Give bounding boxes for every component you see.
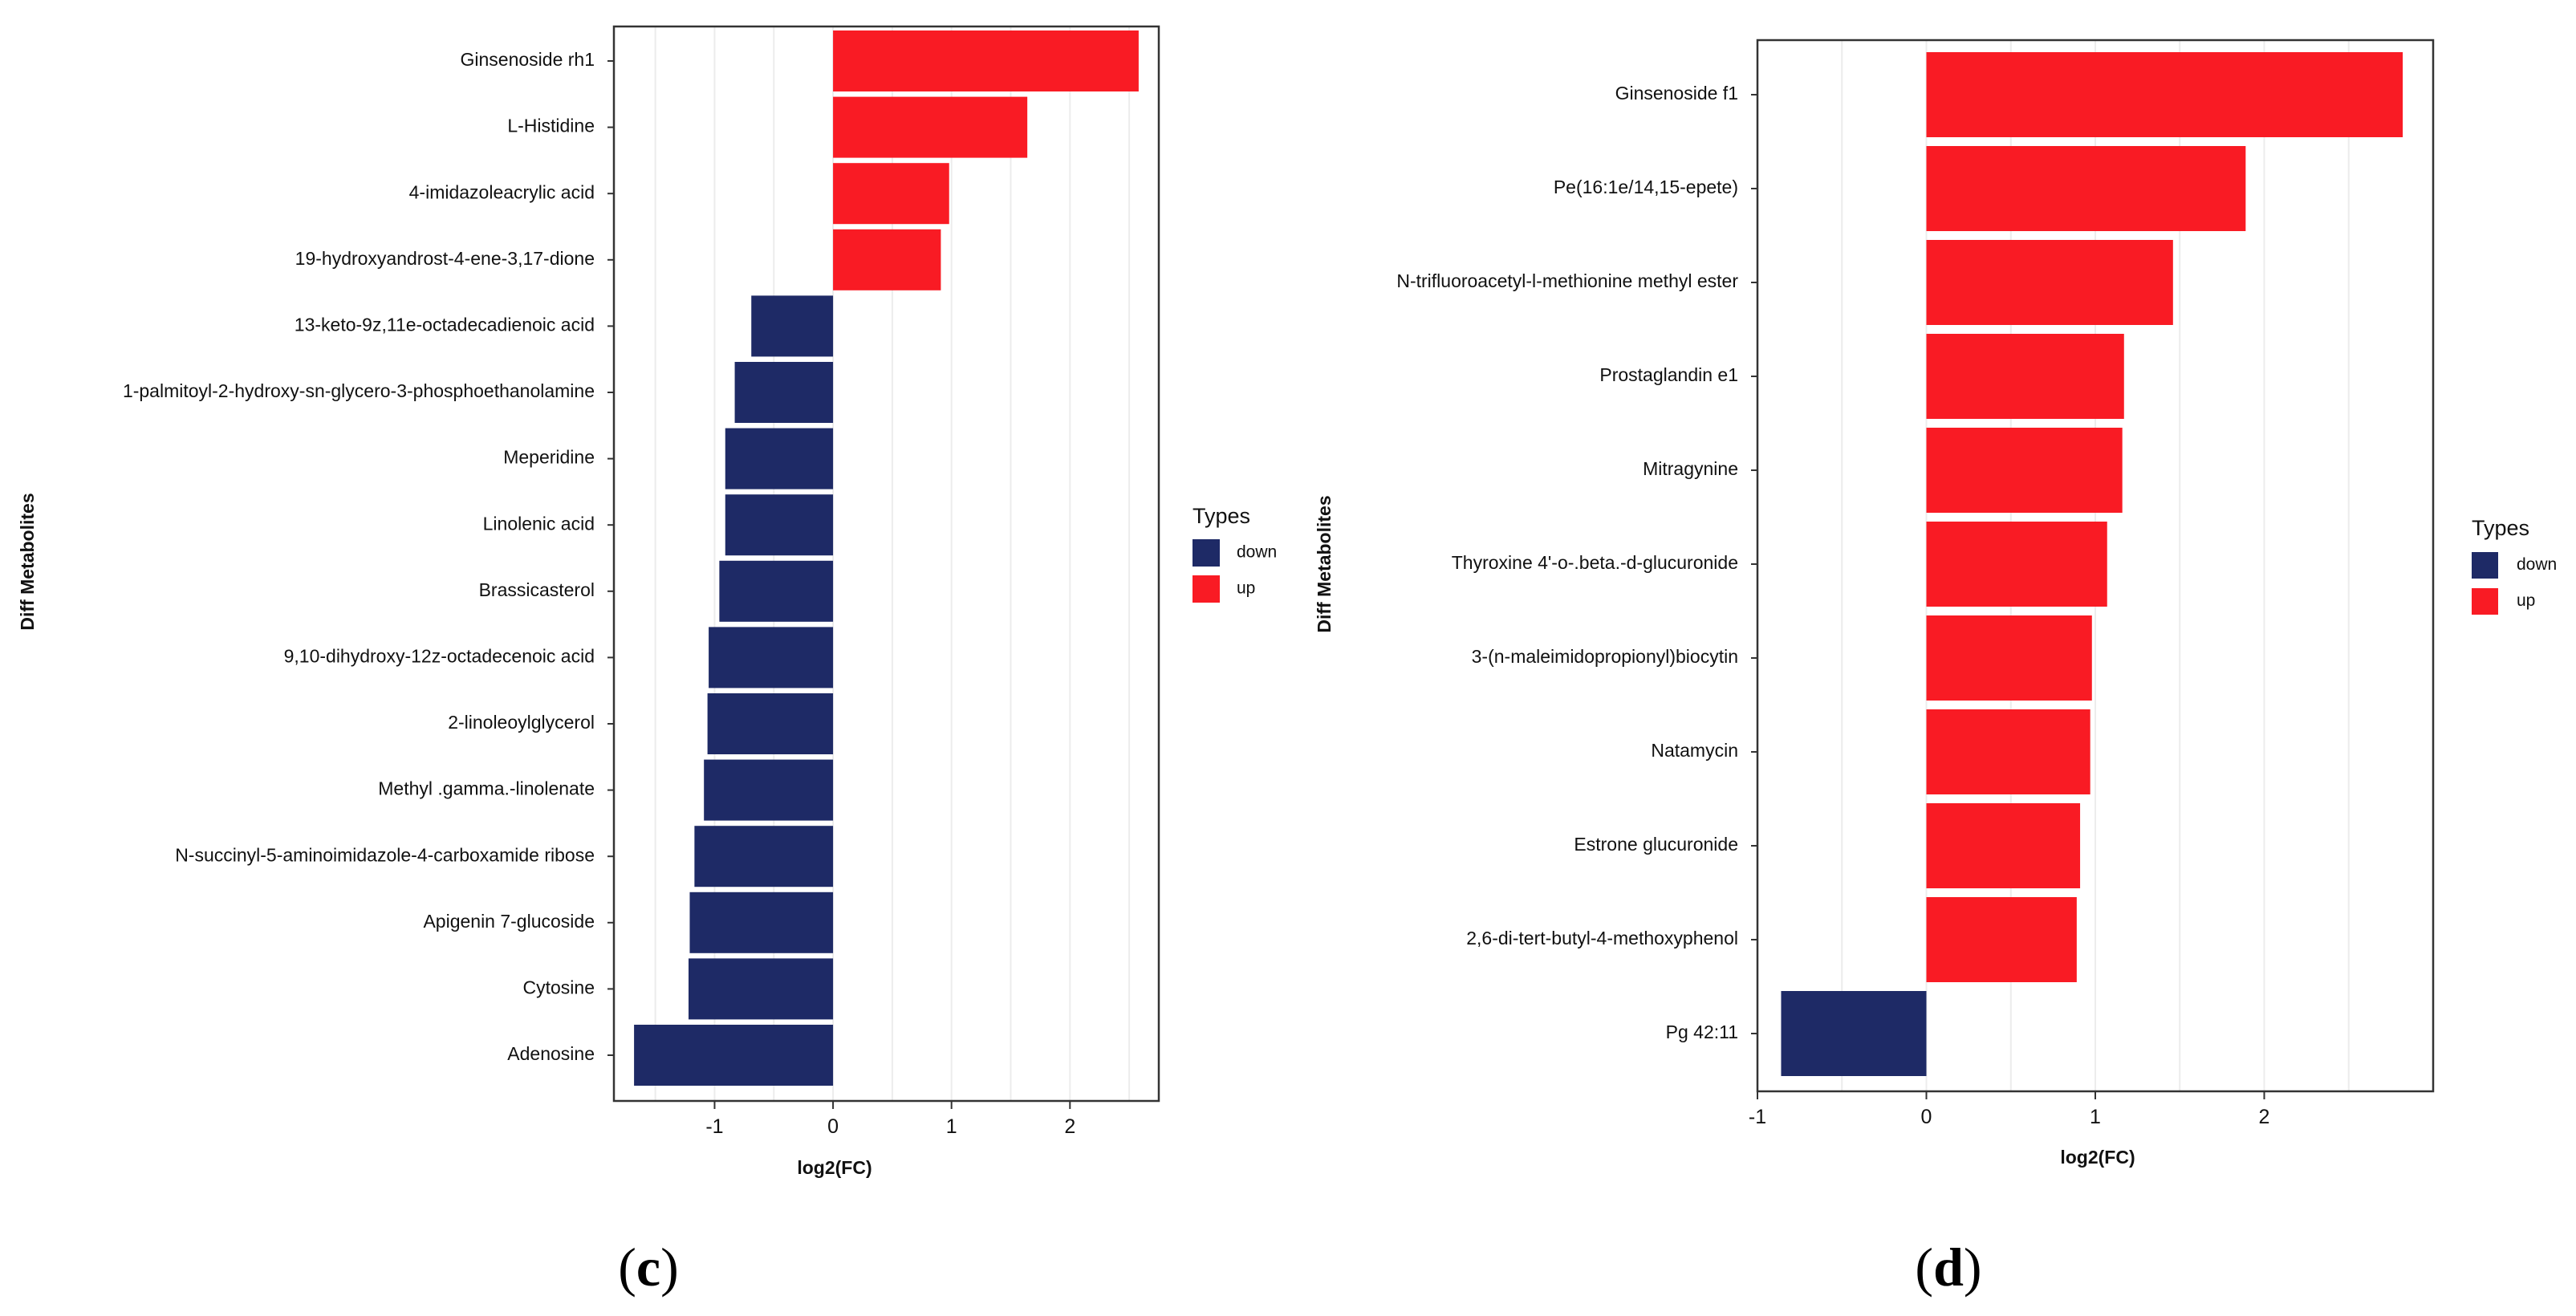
legend: Types down up [2472, 516, 2557, 615]
category-label: 13-keto-9z,11e-octadecadienoic acid [295, 314, 595, 335]
category-label: Mitragynine [1643, 458, 1738, 479]
plot-frame [612, 25, 1160, 1103]
bar-thyroxine-4-o-beta-d-glucuronide [1926, 522, 2107, 607]
x-tick-label: 1 [946, 1115, 957, 1138]
category-label: Linolenic acid [483, 513, 595, 534]
bar-ginsenoside-rh1 [833, 30, 1139, 91]
legend-label-down: down [1237, 543, 1277, 562]
category-label: 3-(n-maleimidopropionyl)biocytin [1472, 646, 1738, 667]
category-label: 19-hydroxyandrost-4-ene-3,17-dione [295, 248, 595, 269]
x-tick-label: 2 [1064, 1115, 1075, 1138]
x-axis-title: log2(FC) [2060, 1147, 2135, 1168]
category-label: Pg 42:11 [1666, 1022, 1738, 1042]
category-label: Ginsenoside f1 [1615, 83, 1738, 104]
x-tick-label: -1 [705, 1115, 723, 1138]
category-label: Brassicasterol [479, 579, 595, 600]
x-tick-label: 0 [1921, 1106, 1932, 1128]
bar-linolenic-acid [725, 494, 834, 556]
bar-n-trifluoroacetyl-l-methionine-methyl-ester [1926, 240, 2173, 325]
legend-swatch-up [2472, 588, 2498, 615]
category-label: Pe(16:1e/14,15-epete) [1554, 177, 1738, 197]
legend-title: Types [2472, 516, 2529, 540]
bar-l-histidine [833, 96, 1028, 158]
bar-1-palmitoyl-2-hydroxy-sn-glycero-3-phosphoethanolamine [734, 362, 834, 423]
category-label: Prostaglandin e1 [1599, 364, 1738, 385]
bar-mitragynine [1926, 428, 2123, 513]
category-label: Natamycin [1651, 740, 1738, 761]
x-tick-label: 2 [2259, 1106, 2270, 1128]
category-label: 2,6-di-tert-butyl-4-methoxyphenol [1466, 928, 1738, 948]
bar-pe-16-1e-14-15-epete [1926, 146, 2246, 231]
bar-19-hydroxyandrost-4-ene-3-17-dione [833, 229, 941, 290]
bar-meperidine [725, 428, 834, 489]
bar-4-imidazoleacrylic-acid [833, 163, 949, 225]
category-label: N-succinyl-5-aminoimidazole-4-carboxamid… [175, 844, 595, 865]
panel-label: (d) [1915, 1237, 1981, 1298]
legend-title: Types [1193, 504, 1250, 528]
category-label: Meperidine [503, 447, 595, 468]
bar-prostaglandin-e1 [1926, 334, 2124, 419]
category-label: Cytosine [523, 977, 595, 997]
category-label: 4-imidazoleacrylic acid [409, 181, 595, 202]
bar-ginsenoside-f1 [1926, 52, 2403, 137]
category-label: 9,10-dihydroxy-12z-octadecenoic acid [284, 645, 595, 666]
category-label: 2-linoleoylglycerol [448, 712, 595, 733]
legend-label-down: down [2517, 555, 2557, 574]
y-axis-title: Diff Metabolites [17, 493, 38, 630]
legend-swatch-down [1193, 539, 1220, 567]
category-label: Apigenin 7-glucoside [423, 911, 595, 932]
chart-panel-d: Ginsenoside f1 Pe(16:1e/14,15-epete) N-tri… [1314, 39, 2557, 1298]
category-label: L-Histidine [507, 116, 595, 136]
bar-apigenin-7-glucoside [689, 892, 834, 953]
legend-swatch-up [1193, 575, 1220, 603]
legend-label-up: up [2517, 591, 2535, 610]
y-axis-title: Diff Metabolites [1314, 495, 1335, 632]
category-label: Adenosine [507, 1043, 595, 1064]
bar-2-6-di-tert-butyl-4-methoxyphenol [1926, 897, 2077, 982]
legend: Types down up [1193, 504, 1277, 603]
chart-panel-c: Ginsenoside rh1 L-Histidine 4-imidazoleacr… [17, 25, 1277, 1298]
x-tick-label: 0 [827, 1115, 839, 1138]
legend-label-up: up [1237, 579, 1255, 598]
bar-brassicasterol [719, 560, 834, 622]
bar-cytosine [688, 958, 834, 1020]
bars [634, 30, 1139, 1086]
x-axis-title: log2(FC) [797, 1157, 872, 1178]
category-label: N-trifluoroacetyl-l-methionine methyl es… [1396, 270, 1738, 291]
bar-9-10-dihydroxy-12z-octadecenoic-acid [709, 627, 834, 688]
category-label: Ginsenoside rh1 [461, 49, 595, 70]
bars [1781, 52, 2403, 1076]
x-tick-label: -1 [1749, 1106, 1766, 1128]
category-label: Estrone glucuronide [1574, 834, 1738, 855]
legend-swatch-down [2472, 552, 2498, 579]
bar-3-n-maleimidopropionyl-biocytin [1926, 615, 2092, 701]
bar-2-linoleoylglycerol [707, 693, 834, 754]
bar-natamycin [1926, 709, 2090, 794]
x-tick-label: 1 [2090, 1106, 2101, 1128]
bar-n-succinyl-5-aminoimidazole-4-carboxamide-ribose [694, 826, 834, 887]
bar-pg-42-11 [1781, 991, 1927, 1076]
bar-adenosine [634, 1025, 834, 1086]
category-label: 1-palmitoyl-2-hydroxy-sn-glycero-3-phosp… [123, 380, 595, 401]
category-label: Methyl .gamma.-linolenate [378, 778, 595, 799]
bar-13-keto-9z-11e-octadecadienoic-acid [751, 295, 834, 357]
category-label: Thyroxine 4'-o-.beta.-d-glucuronide [1452, 552, 1738, 573]
panel-label: (c) [618, 1237, 679, 1298]
bar-estrone-glucuronide [1926, 803, 2081, 888]
bar-methyl-gamma-linolenate [704, 759, 834, 821]
